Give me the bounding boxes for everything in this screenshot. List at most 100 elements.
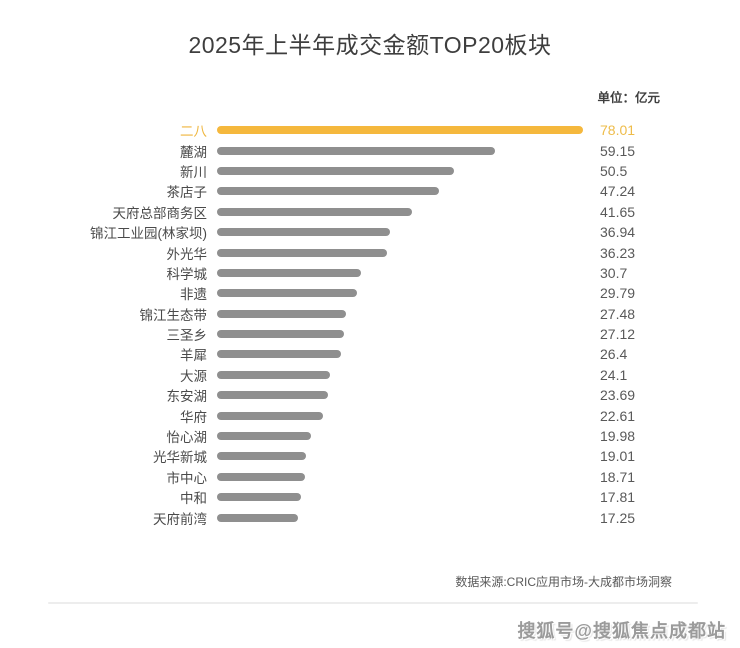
value-label: 41.65 xyxy=(600,203,636,220)
chart-row: 华府 22.61 xyxy=(0,405,740,425)
bar xyxy=(217,248,387,257)
bar xyxy=(217,452,307,461)
category-label: 华府 xyxy=(180,409,207,425)
chart-row: 非遗 29.79 xyxy=(0,283,740,303)
unit-label: 单位：亿元 xyxy=(597,91,660,105)
bar xyxy=(217,126,583,135)
category-label: 麓湖 xyxy=(180,144,207,160)
bar-track xyxy=(207,207,590,216)
bar xyxy=(217,472,305,481)
bar-track xyxy=(207,228,590,237)
bar-track xyxy=(207,309,590,318)
category-label: 天府前湾 xyxy=(153,511,207,527)
bar xyxy=(217,513,298,522)
chart-row: 怡心湖 19.98 xyxy=(0,426,740,446)
chart-row: 光华新城 19.01 xyxy=(0,446,740,466)
value-label: 24.1 xyxy=(600,366,628,383)
bar xyxy=(217,228,391,237)
chart-row: 科学城 30.7 xyxy=(0,263,740,283)
chart-row: 茶店子 47.24 xyxy=(0,181,740,201)
chart-row: 新川 50.5 xyxy=(0,161,740,181)
bar-track xyxy=(207,391,590,400)
chart-row: 二八 78.01 xyxy=(0,120,740,140)
bar-track xyxy=(207,248,590,257)
category-label: 科学城 xyxy=(166,266,208,282)
category-label: 锦江生态带 xyxy=(139,307,208,323)
bar-track xyxy=(207,432,590,441)
chart-row: 羊犀 26.4 xyxy=(0,344,740,364)
value-label: 22.61 xyxy=(600,407,636,424)
value-label: 17.25 xyxy=(600,509,636,526)
chart-row: 市中心 18.71 xyxy=(0,467,740,487)
bar xyxy=(217,330,345,339)
value-label: 27.48 xyxy=(600,305,636,322)
value-label: 18.71 xyxy=(600,468,636,485)
category-label: 锦江工业园(林家坝) xyxy=(90,226,207,242)
bar-track xyxy=(207,146,590,155)
category-label: 二八 xyxy=(180,124,207,140)
bar xyxy=(217,207,413,216)
chart-row: 锦江生态带 27.48 xyxy=(0,304,740,324)
value-label: 27.12 xyxy=(600,326,636,343)
chart-row: 大源 24.1 xyxy=(0,365,740,385)
bar-track xyxy=(207,166,590,175)
divider xyxy=(48,602,698,604)
category-label: 光华新城 xyxy=(153,450,207,466)
data-source: 数据来源:CRIC应用市场-大成都市场洞察 xyxy=(455,575,672,589)
bar-track xyxy=(207,268,590,277)
bar xyxy=(217,268,361,277)
category-label: 怡心湖 xyxy=(166,430,208,446)
bar xyxy=(217,411,324,420)
bar xyxy=(217,493,301,502)
value-label: 19.98 xyxy=(600,428,636,445)
value-label: 36.23 xyxy=(600,244,636,261)
bar-track xyxy=(207,187,590,196)
chart-row: 锦江工业园(林家坝) 36.94 xyxy=(0,222,740,242)
value-label: 17.81 xyxy=(600,489,636,506)
bar-track xyxy=(207,493,590,502)
value-label: 29.79 xyxy=(600,285,636,302)
bar xyxy=(217,187,439,196)
chart-row: 天府总部商务区 41.65 xyxy=(0,202,740,222)
bar-track xyxy=(207,126,590,135)
category-label: 大源 xyxy=(180,368,207,384)
value-label: 19.01 xyxy=(600,448,636,465)
chart-title: 2025年上半年成交金额TOP20板块 xyxy=(188,32,552,58)
category-label: 天府总部商务区 xyxy=(112,205,208,221)
bar xyxy=(217,391,329,400)
bar-track xyxy=(207,330,590,339)
category-label: 中和 xyxy=(180,491,207,507)
bar xyxy=(217,166,454,175)
bar-track xyxy=(207,370,590,379)
category-label: 新川 xyxy=(180,164,207,180)
chart-row: 外光华 36.23 xyxy=(0,242,740,262)
category-label: 茶店子 xyxy=(166,185,208,201)
value-label: 78.01 xyxy=(600,122,636,139)
bar-track xyxy=(207,513,590,522)
value-label: 23.69 xyxy=(600,387,636,404)
chart-row: 麓湖 59.15 xyxy=(0,140,740,160)
chart-row: 天府前湾 17.25 xyxy=(0,507,740,527)
chart-row: 中和 17.81 xyxy=(0,487,740,507)
value-label: 59.15 xyxy=(600,142,636,159)
category-label: 非遗 xyxy=(180,287,207,303)
bar-track xyxy=(207,472,590,481)
bar-track xyxy=(207,289,590,298)
bar-chart: 二八 78.01 麓湖 59.15 新川 50.5 茶店子 47.24 天府总部商务区 41.65… xyxy=(0,120,740,528)
category-label: 羊犀 xyxy=(180,348,207,364)
chart-row: 三圣乡 27.12 xyxy=(0,324,740,344)
category-label: 外光华 xyxy=(166,246,208,262)
bar xyxy=(217,289,357,298)
bar xyxy=(217,309,346,318)
bar-track xyxy=(207,411,590,420)
value-label: 26.4 xyxy=(600,346,628,363)
value-label: 36.94 xyxy=(600,224,636,241)
bar-track xyxy=(207,350,590,359)
value-label: 50.5 xyxy=(600,162,628,179)
value-label: 30.7 xyxy=(600,264,628,281)
watermark: 搜狐号@搜狐焦点成都站 xyxy=(517,621,726,641)
bar xyxy=(217,350,341,359)
value-label: 47.24 xyxy=(600,183,636,200)
category-label: 市中心 xyxy=(166,470,208,486)
